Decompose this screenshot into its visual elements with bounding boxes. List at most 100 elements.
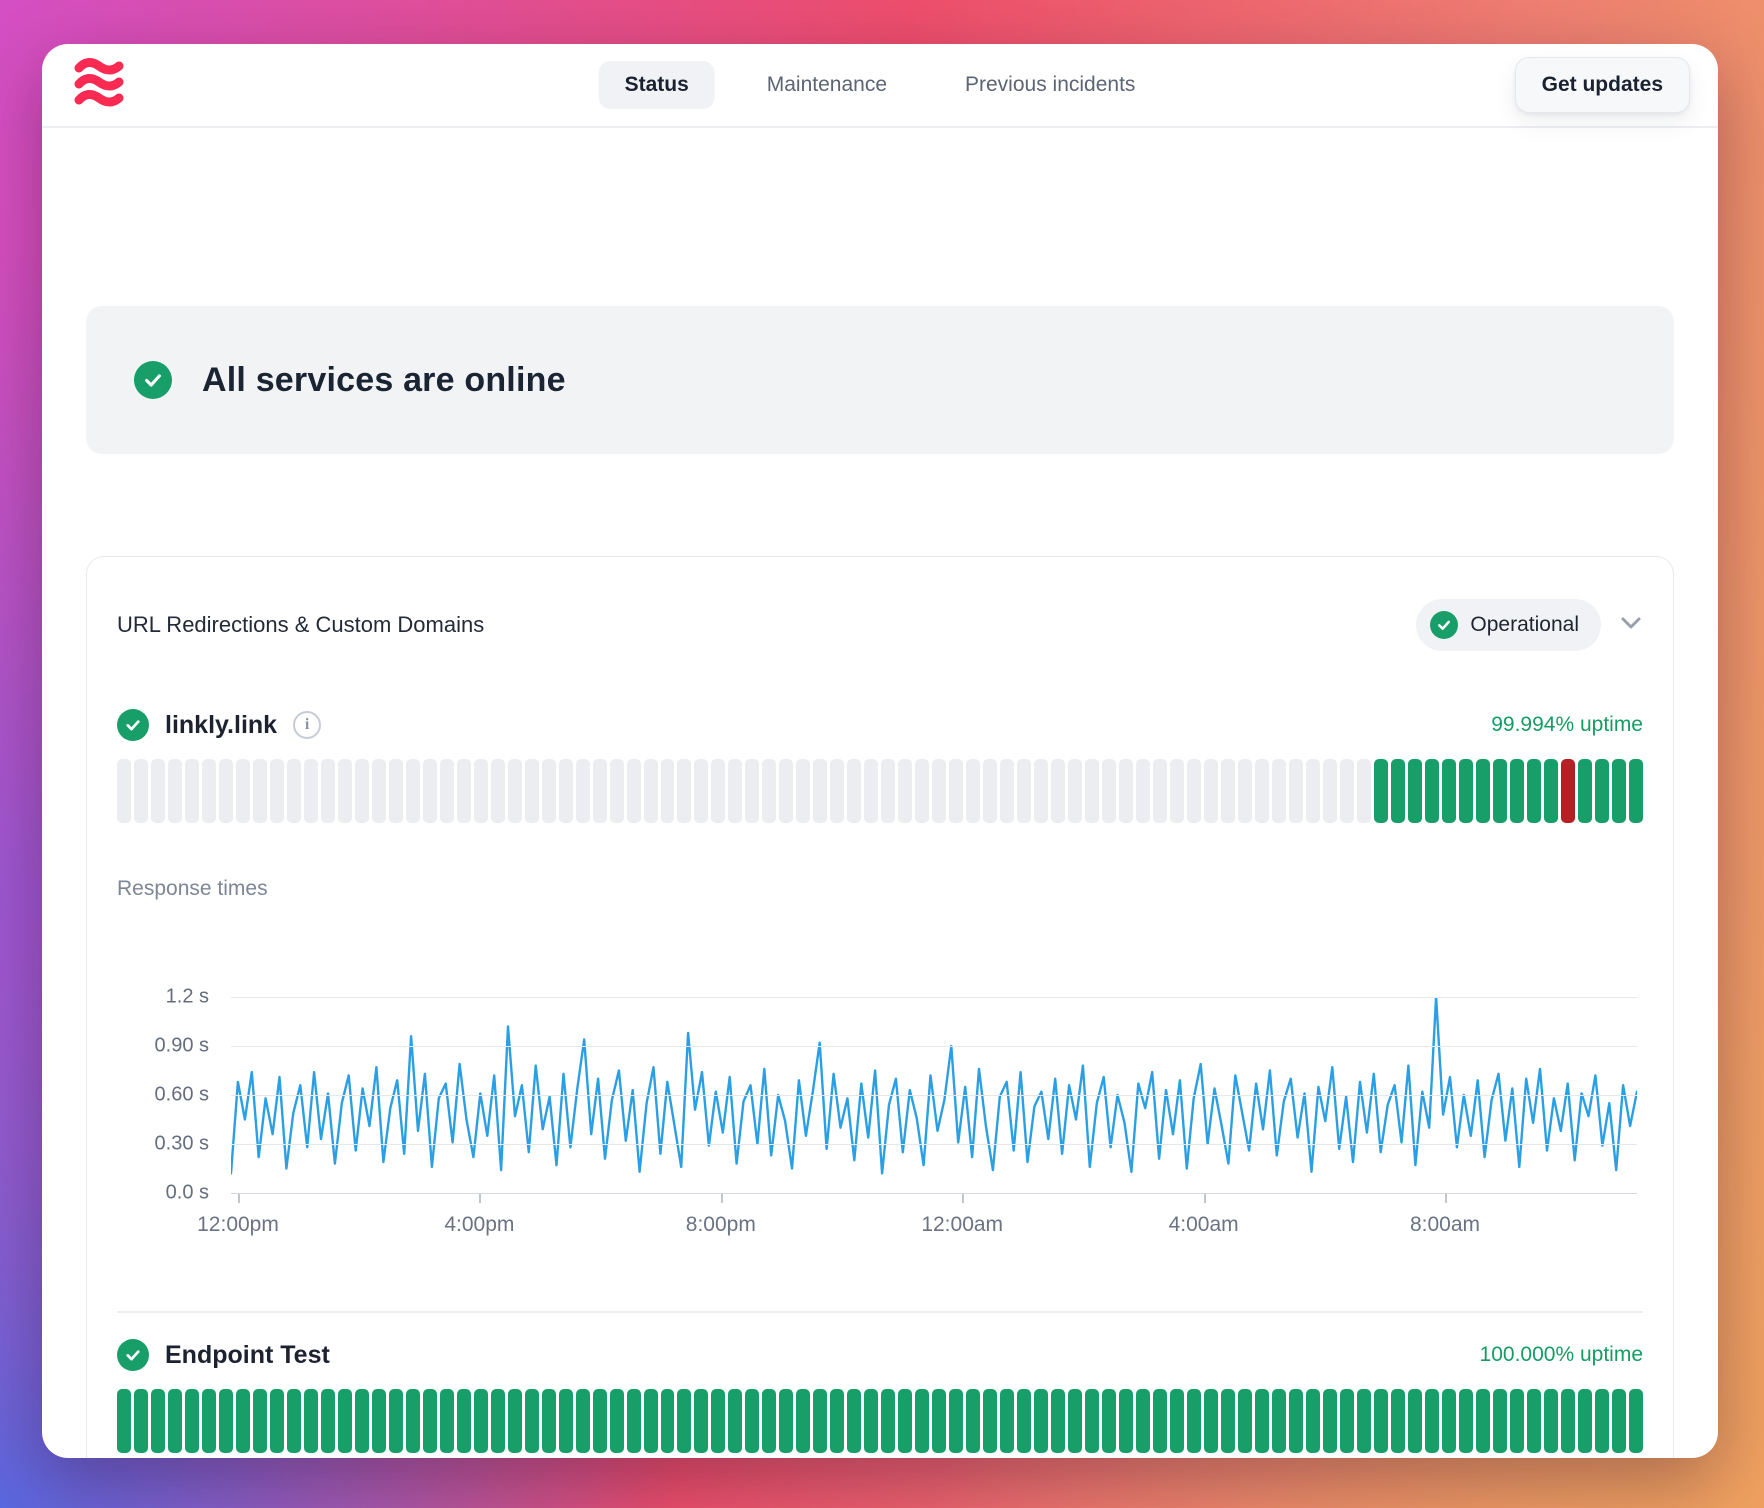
get-updates-button[interactable]: Get updates <box>1515 57 1690 113</box>
uptime-bar-empty[interactable] <box>1221 759 1235 823</box>
uptime-bar-empty[interactable] <box>134 759 148 823</box>
uptime-bar-up[interactable] <box>406 1389 420 1453</box>
uptime-bar-empty[interactable] <box>1170 759 1184 823</box>
uptime-bar-empty[interactable] <box>1357 759 1371 823</box>
uptime-bar-up[interactable] <box>440 1389 454 1453</box>
uptime-bar-up[interactable] <box>1442 1389 1456 1453</box>
uptime-bar-up[interactable] <box>661 1389 675 1453</box>
uptime-bar-empty[interactable] <box>508 759 522 823</box>
uptime-bar-empty[interactable] <box>847 759 861 823</box>
uptime-bar-up[interactable] <box>610 1389 624 1453</box>
uptime-bar-empty[interactable] <box>627 759 641 823</box>
uptime-bar-up[interactable] <box>1578 759 1592 823</box>
uptime-bar-up[interactable] <box>1476 1389 1490 1453</box>
uptime-bar-up[interactable] <box>423 1389 437 1453</box>
uptime-bar-up[interactable] <box>1323 1389 1337 1453</box>
uptime-bar-empty[interactable] <box>185 759 199 823</box>
uptime-bar-empty[interactable] <box>864 759 878 823</box>
uptime-bar-up[interactable] <box>1595 759 1609 823</box>
uptime-bar-up[interactable] <box>1391 759 1405 823</box>
uptime-bar-up[interactable] <box>457 1389 471 1453</box>
uptime-bar-up[interactable] <box>1017 1389 1031 1453</box>
uptime-bar-down[interactable] <box>1561 759 1575 823</box>
uptime-bar-up[interactable] <box>1102 1389 1116 1453</box>
uptime-bar-empty[interactable] <box>796 759 810 823</box>
uptime-bar-up[interactable] <box>711 1389 725 1453</box>
uptime-bar-empty[interactable] <box>372 759 386 823</box>
uptime-bar-empty[interactable] <box>542 759 556 823</box>
uptime-bar-empty[interactable] <box>762 759 776 823</box>
uptime-bar-up[interactable] <box>1136 1389 1150 1453</box>
uptime-bar-up[interactable] <box>677 1389 691 1453</box>
uptime-bar-up[interactable] <box>1306 1389 1320 1453</box>
uptime-bar-empty[interactable] <box>1306 759 1320 823</box>
uptime-bar-up[interactable] <box>796 1389 810 1453</box>
uptime-bar-up[interactable] <box>1595 1389 1609 1453</box>
uptime-bar-empty[interactable] <box>389 759 403 823</box>
uptime-bar-up[interactable] <box>1119 1389 1133 1453</box>
uptime-bar-empty[interactable] <box>661 759 675 823</box>
uptime-bar-up[interactable] <box>915 1389 929 1453</box>
uptime-bar-empty[interactable] <box>779 759 793 823</box>
uptime-bar-up[interactable] <box>1255 1389 1269 1453</box>
uptime-bar-up[interactable] <box>1340 1389 1354 1453</box>
info-icon[interactable]: i <box>293 711 321 739</box>
uptime-bar-up[interactable] <box>1561 1389 1575 1453</box>
uptime-bar-up[interactable] <box>117 1389 131 1453</box>
uptime-bar-empty[interactable] <box>1000 759 1014 823</box>
uptime-bar-up[interactable] <box>304 1389 318 1453</box>
uptime-bar-up[interactable] <box>1544 759 1558 823</box>
uptime-bar-up[interactable] <box>185 1389 199 1453</box>
uptime-bar-empty[interactable] <box>1187 759 1201 823</box>
uptime-bar-up[interactable] <box>813 1389 827 1453</box>
uptime-bar-up[interactable] <box>1510 1389 1524 1453</box>
uptime-bar-up[interactable] <box>1374 1389 1388 1453</box>
uptime-bar-up[interactable] <box>644 1389 658 1453</box>
uptime-bar-up[interactable] <box>1459 759 1473 823</box>
uptime-bar-up[interactable] <box>1187 1389 1201 1453</box>
uptime-bar-up[interactable] <box>627 1389 641 1453</box>
uptime-bar-up[interactable] <box>1289 1389 1303 1453</box>
uptime-bar-up[interactable] <box>830 1389 844 1453</box>
uptime-bar-empty[interactable] <box>321 759 335 823</box>
uptime-bar-up[interactable] <box>1527 759 1541 823</box>
uptime-bar-up[interactable] <box>1153 1389 1167 1453</box>
uptime-bar-up[interactable] <box>338 1389 352 1453</box>
uptime-bar-up[interactable] <box>1544 1389 1558 1453</box>
uptime-bar-empty[interactable] <box>1272 759 1286 823</box>
uptime-bar-empty[interactable] <box>151 759 165 823</box>
uptime-bar-empty[interactable] <box>474 759 488 823</box>
uptime-bar-up[interactable] <box>1493 1389 1507 1453</box>
uptime-bar-empty[interactable] <box>915 759 929 823</box>
uptime-bar-empty[interactable] <box>728 759 742 823</box>
uptime-bar-empty[interactable] <box>813 759 827 823</box>
uptime-bar-empty[interactable] <box>830 759 844 823</box>
uptime-bar-up[interactable] <box>1170 1389 1184 1453</box>
uptime-bar-empty[interactable] <box>1017 759 1031 823</box>
uptime-bar-up[interactable] <box>1204 1389 1218 1453</box>
uptime-bar-empty[interactable] <box>1323 759 1337 823</box>
uptime-bar-empty[interactable] <box>253 759 267 823</box>
uptime-bar-empty[interactable] <box>1255 759 1269 823</box>
uptime-bar-empty[interactable] <box>304 759 318 823</box>
uptime-bar-empty[interactable] <box>338 759 352 823</box>
uptime-bar-up[interactable] <box>355 1389 369 1453</box>
uptime-bar-up[interactable] <box>694 1389 708 1453</box>
uptime-bar-empty[interactable] <box>423 759 437 823</box>
uptime-bar-empty[interactable] <box>219 759 233 823</box>
uptime-bar-up[interactable] <box>474 1389 488 1453</box>
uptime-bar-empty[interactable] <box>644 759 658 823</box>
uptime-bar-up[interactable] <box>728 1389 742 1453</box>
uptime-bar-up[interactable] <box>932 1389 946 1453</box>
uptime-bar-up[interactable] <box>559 1389 573 1453</box>
uptime-bar-up[interactable] <box>1612 1389 1626 1453</box>
uptime-bar-up[interactable] <box>253 1389 267 1453</box>
uptime-bar-empty[interactable] <box>898 759 912 823</box>
uptime-bar-up[interactable] <box>1051 1389 1065 1453</box>
uptime-bar-up[interactable] <box>1000 1389 1014 1453</box>
uptime-bar-up[interactable] <box>219 1389 233 1453</box>
uptime-bar-up[interactable] <box>1068 1389 1082 1453</box>
uptime-bar-empty[interactable] <box>355 759 369 823</box>
uptime-bar-empty[interactable] <box>1238 759 1252 823</box>
uptime-bar-up[interactable] <box>1510 759 1524 823</box>
